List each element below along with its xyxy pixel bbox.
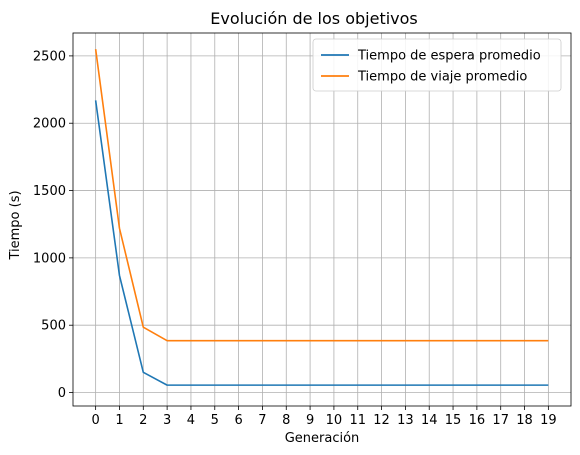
x-tick-label: 13 <box>397 413 414 428</box>
series-line-2 <box>94 49 549 342</box>
x-tick-label: 5 <box>211 413 219 428</box>
plot-frame <box>72 32 572 407</box>
legend-label-1: Tiempo de espera promedio <box>357 49 541 64</box>
y-tick-label: 0 <box>58 386 66 401</box>
x-tick-label: 14 <box>421 413 438 428</box>
legend: Tiempo de espera promedio Tiempo de viaje… <box>312 38 562 92</box>
chart-title: Evolución de los objetivos <box>210 9 418 28</box>
series-line-1 <box>94 100 549 386</box>
y-axis-label: Tiempo (s) <box>8 190 23 260</box>
x-tick-label: 9 <box>306 413 314 428</box>
x-tick-label: 0 <box>91 413 99 428</box>
y-tick-label: 500 <box>41 319 66 334</box>
x-axis-label: Generación <box>285 431 360 446</box>
y-tick-label: 2000 <box>33 117 66 132</box>
x-tick-label: 17 <box>492 413 509 428</box>
x-tick-label: 18 <box>516 413 533 428</box>
x-tick-label: 6 <box>234 413 242 428</box>
x-tick-label: 8 <box>282 413 290 428</box>
x-tick-label: 19 <box>540 413 557 428</box>
x-tick-label: 10 <box>326 413 343 428</box>
x-tick-label: 12 <box>373 413 390 428</box>
y-tick-label: 1000 <box>33 251 66 266</box>
x-tick-label: 15 <box>445 413 462 428</box>
x-tick-label: 16 <box>469 413 486 428</box>
x-tick-label: 2 <box>139 413 147 428</box>
x-tick-label: 4 <box>187 413 195 428</box>
legend-box <box>312 38 562 92</box>
y-tick-label: 1500 <box>33 184 66 199</box>
y-tick-label: 2500 <box>33 49 66 64</box>
plot-area: 0 1 2 3 4 5 6 7 8 9 10 11 12 13 14 15 16 17 18 190500100015… <box>33 32 572 428</box>
legend-label-2: Tiempo de viaje promedio <box>357 70 527 85</box>
x-tick-label: 7 <box>258 413 266 428</box>
x-tick-label: 3 <box>163 413 171 428</box>
x-tick-label: 1 <box>115 413 123 428</box>
x-tick-label: 11 <box>349 413 366 428</box>
